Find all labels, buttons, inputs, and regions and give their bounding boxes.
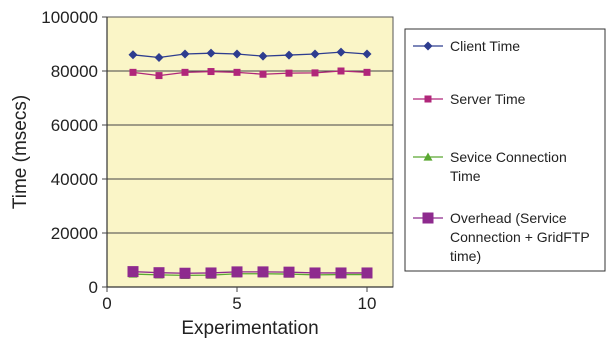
data-point <box>179 267 191 279</box>
legend-swatch-marker <box>424 95 432 103</box>
series-4 <box>127 266 373 279</box>
legend-item: Server Time <box>413 91 526 107</box>
data-point <box>207 68 215 76</box>
y-tick-labels: 0 20000 40000 60000 80000 100000 <box>41 8 107 297</box>
legend-item: Sevice Connection Time <box>413 149 567 184</box>
data-point <box>233 68 241 76</box>
y-tick-label: 20000 <box>51 224 98 243</box>
data-point <box>206 48 216 58</box>
legend-item: Client Time <box>413 38 520 54</box>
series-2 <box>129 67 371 80</box>
data-point <box>257 266 269 278</box>
data-point <box>128 50 138 60</box>
legend-label: Server Time <box>450 91 526 107</box>
legend-label: Sevice Connection Time <box>450 149 567 184</box>
legend-label: Client Time <box>450 38 520 54</box>
data-point <box>283 266 295 278</box>
series-line <box>132 70 368 77</box>
series-1 <box>128 47 372 62</box>
data-point <box>336 47 346 57</box>
data-point <box>180 49 190 59</box>
legend-swatch-marker <box>423 152 433 161</box>
y-tick-label: 40000 <box>51 170 98 189</box>
legend-box <box>404 28 606 272</box>
data-point <box>155 72 163 80</box>
axes <box>106 17 393 288</box>
data-point <box>129 68 137 76</box>
data-point <box>153 267 165 279</box>
series-line <box>132 273 367 277</box>
series-line <box>132 51 368 59</box>
data-point <box>258 51 268 61</box>
data-point <box>285 69 293 77</box>
data-point <box>284 50 294 60</box>
data-point <box>309 267 321 279</box>
data-point <box>154 53 164 62</box>
plot-area-group <box>106 16 394 288</box>
y-tick-label: 0 <box>89 278 98 297</box>
legend: Client Time Server Time Sevice Connection T… <box>404 28 606 272</box>
data-point <box>335 267 347 279</box>
data-point <box>231 266 243 278</box>
y-axis-label: Time (msecs) <box>10 95 31 209</box>
data-point <box>363 68 371 76</box>
plot-area <box>106 16 394 288</box>
x-tick-label: 0 <box>102 294 111 313</box>
x-tick-labels: 0 5 10 <box>102 287 376 313</box>
series-line <box>132 270 367 274</box>
legend-item: Overhead (Service Connection + GridFTP tim… <box>413 210 590 264</box>
data-point <box>181 68 189 76</box>
data-point <box>362 49 372 59</box>
legend-swatch-marker <box>423 41 433 51</box>
x-tick-label: 5 <box>232 294 241 313</box>
legend-items: Client Time Server Time Sevice Connection T… <box>413 38 590 264</box>
y-tick-label: 100000 <box>41 8 98 27</box>
data-point <box>232 49 242 59</box>
data-point <box>311 69 319 77</box>
x-tick-label: 10 <box>358 294 377 313</box>
data-point <box>259 70 267 78</box>
data-point <box>361 267 373 279</box>
data-point <box>127 266 139 278</box>
data-point <box>337 67 345 75</box>
y-tick-label: 60000 <box>51 116 98 135</box>
data-point <box>205 267 217 279</box>
y-tick-label: 80000 <box>51 62 98 81</box>
legend-label: Overhead (Service Connection + GridFTP tim… <box>450 210 590 264</box>
data-point <box>310 49 320 59</box>
legend-swatch-marker <box>422 212 434 224</box>
x-axis-label: Experimentation <box>181 318 318 339</box>
series-layer <box>127 47 373 279</box>
